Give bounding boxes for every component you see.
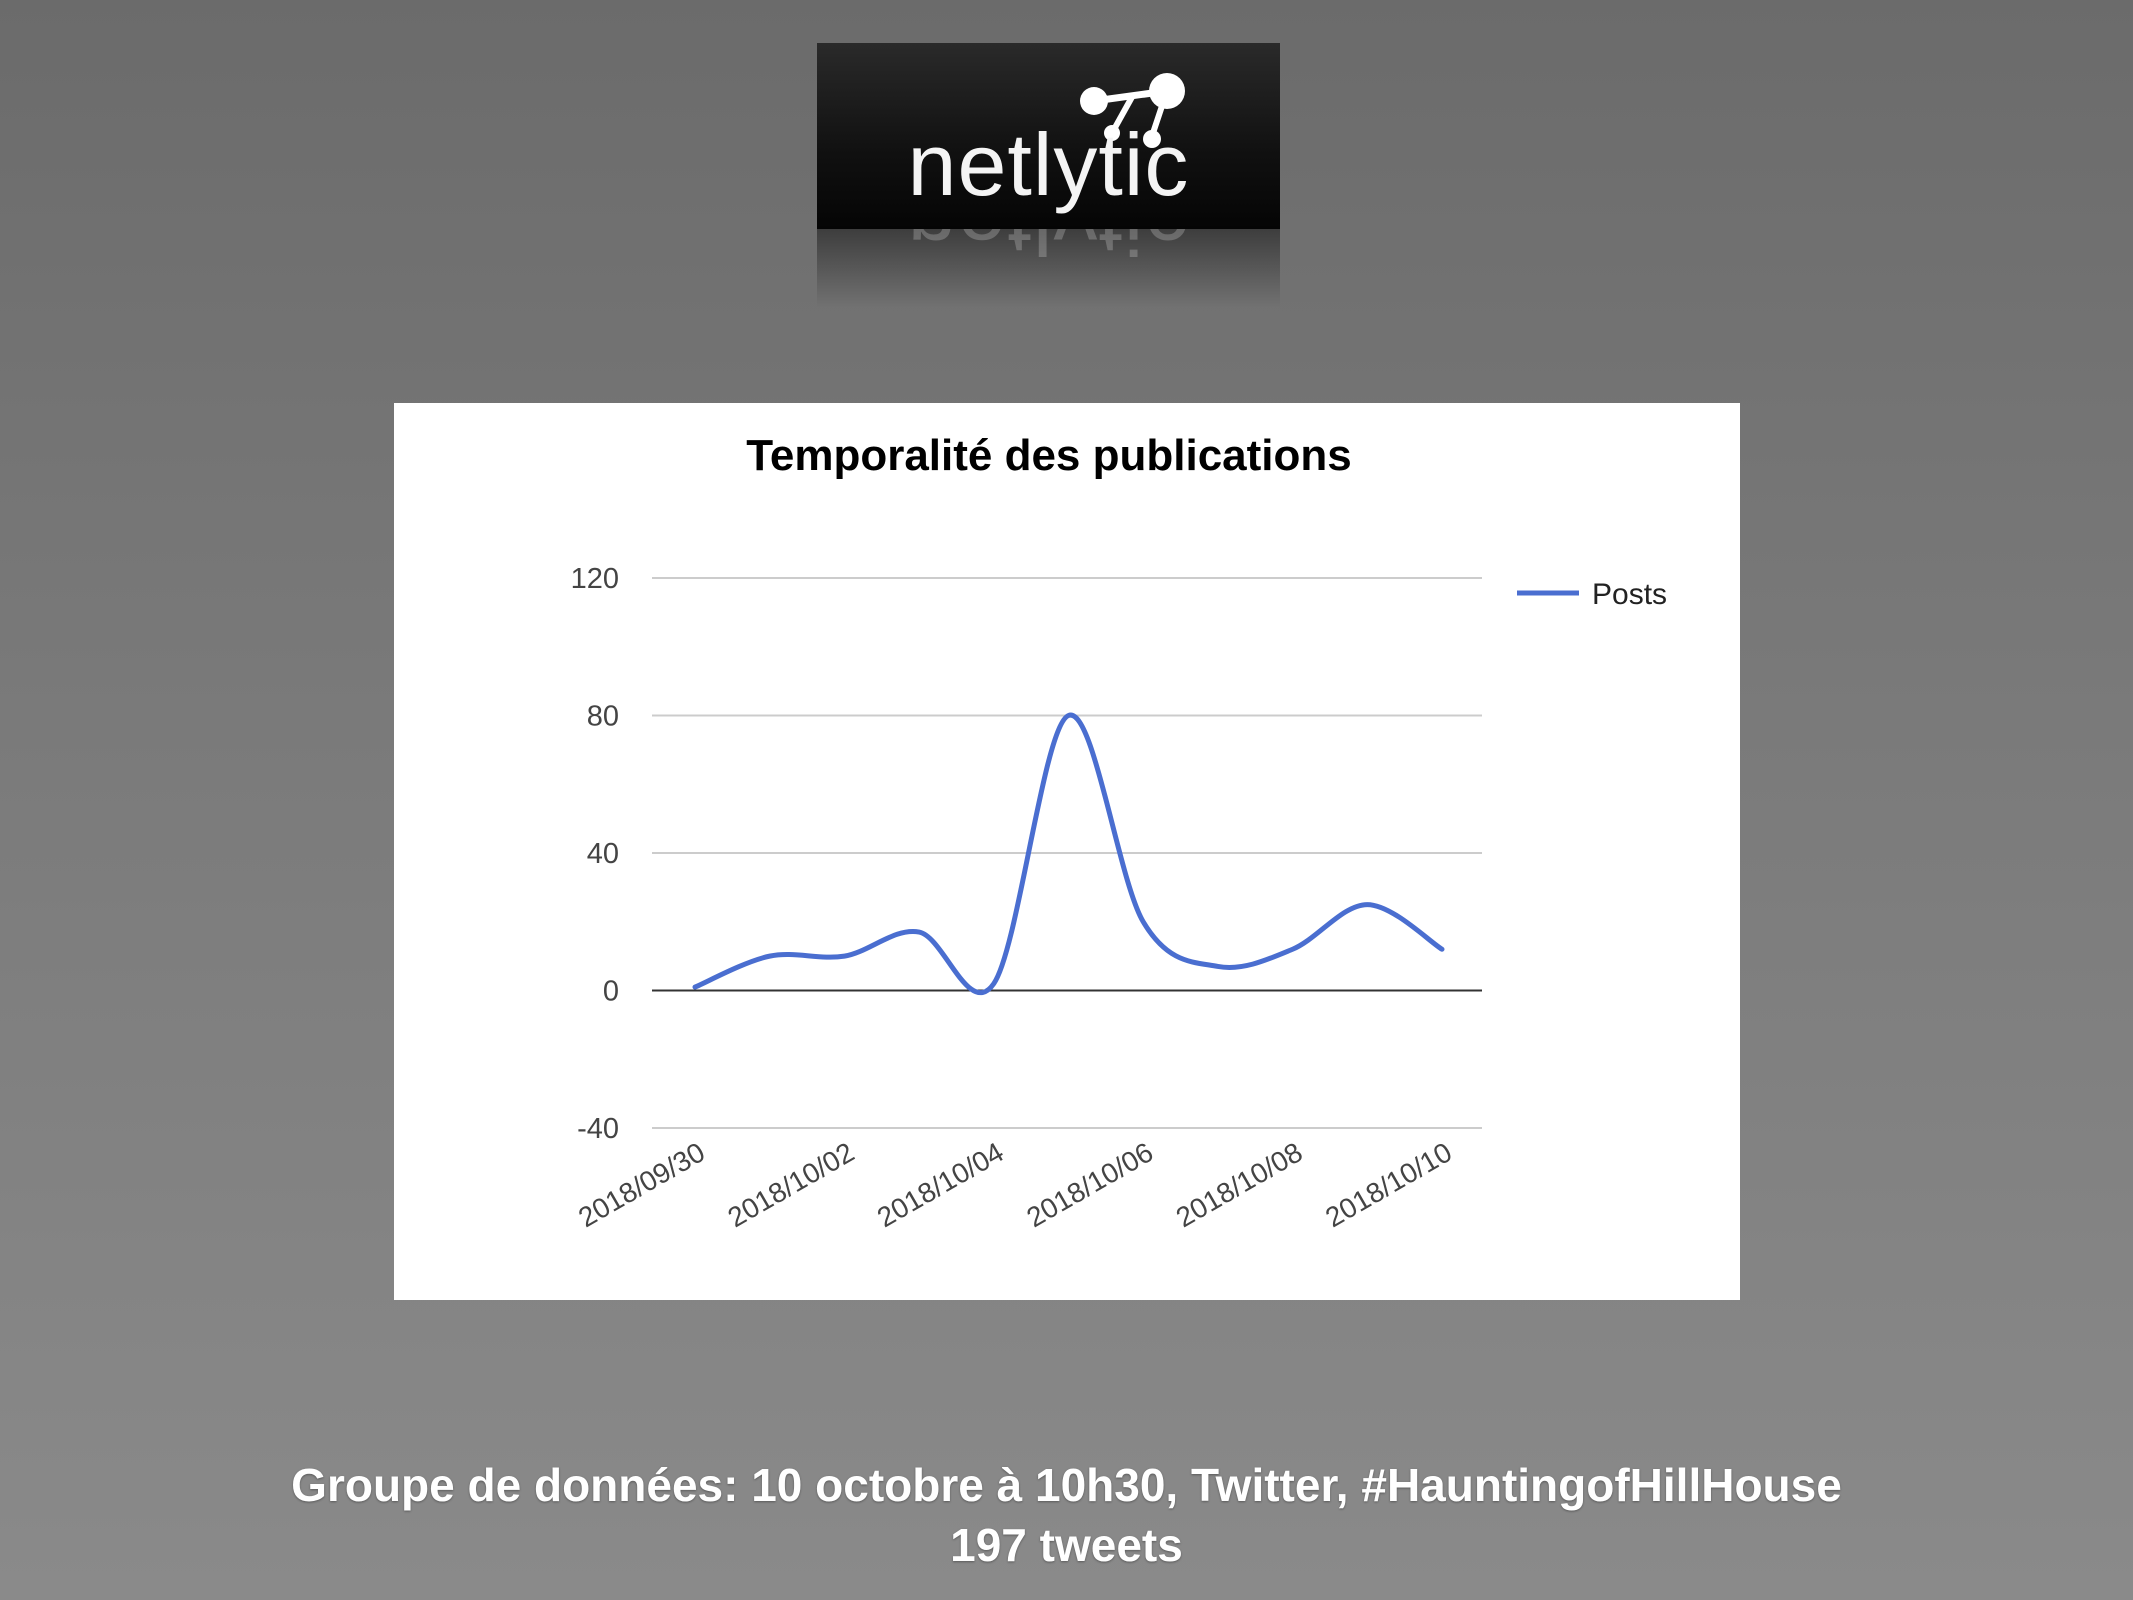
chart-title: Temporalité des publications bbox=[746, 431, 1352, 480]
footer-caption: Groupe de données: 10 octobre à 10h30, T… bbox=[0, 1455, 2133, 1575]
network-nodes-icon bbox=[1080, 73, 1185, 148]
y-tick-label: 120 bbox=[571, 563, 619, 595]
x-tick-label: 2018/10/10 bbox=[1320, 1136, 1457, 1233]
logo-reflection-text: netlytic bbox=[817, 229, 1280, 273]
series-line-posts bbox=[692, 712, 1445, 996]
x-tick-label: 2018/09/30 bbox=[573, 1136, 710, 1233]
x-tick-label: 2018/10/06 bbox=[1021, 1136, 1158, 1233]
legend-label: Posts bbox=[1592, 578, 1667, 611]
y-tick-label: 0 bbox=[603, 976, 619, 1008]
chart-panel: Temporalité des publications -40 0 40 80 120 2… bbox=[394, 403, 1740, 1300]
footer-line-dataset: Groupe de données: 10 octobre à 10h30, T… bbox=[291, 1459, 1842, 1511]
footer-line-count: 197 tweets bbox=[950, 1519, 1183, 1571]
y-tick-label: -40 bbox=[577, 1113, 619, 1145]
logo-reflection: netlytic bbox=[817, 229, 1280, 307]
y-tick-label: 80 bbox=[587, 701, 619, 733]
x-tick-label: 2018/10/04 bbox=[872, 1136, 1009, 1233]
y-tick-label: 40 bbox=[587, 838, 619, 870]
netlytic-logo: netlytic bbox=[817, 43, 1280, 229]
x-tick-label: 2018/10/08 bbox=[1171, 1136, 1308, 1233]
x-tick-label: 2018/10/02 bbox=[723, 1136, 860, 1233]
logo-text: netlytic bbox=[907, 115, 1190, 214]
line-chart: Temporalité des publications -40 0 40 80 120 2… bbox=[571, 431, 1667, 1233]
